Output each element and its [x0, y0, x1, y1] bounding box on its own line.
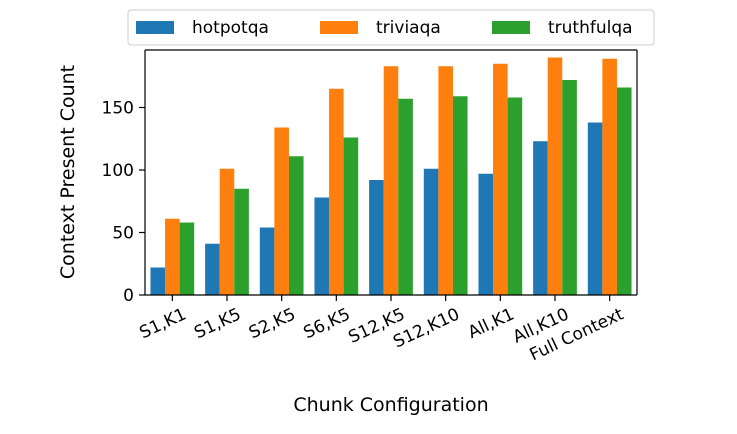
legend-swatch-triviaqa	[320, 21, 358, 34]
bar-truthfulqa-4	[398, 98, 413, 295]
bar-truthfulqa-2	[288, 156, 304, 295]
bar-triviaqa-6	[493, 63, 508, 295]
x-tick-label: S6,K5	[301, 304, 354, 343]
legend: hotpotqa triviaqa truthfulqa	[127, 9, 655, 46]
bar-hotpotqa-2	[259, 227, 275, 295]
bar-hotpotqa-7	[533, 141, 548, 295]
x-tick-label: S1,K1	[137, 304, 190, 343]
y-tick-label: 0	[123, 286, 134, 306]
bar-triviaqa-2	[274, 127, 289, 295]
y-axis-label: Context Present Count	[57, 65, 79, 279]
bar-hotpotqa-3	[314, 197, 330, 295]
legend-swatch-truthfulqa	[492, 21, 530, 34]
x-tick-label: S2,K5	[246, 304, 299, 343]
x-tick-label: S1,K5	[191, 304, 244, 343]
bar-truthfulqa-6	[507, 97, 523, 295]
bar-truthfulqa-8	[616, 87, 632, 295]
x-axis-label: Chunk Configuration	[293, 394, 488, 416]
y-tick-label: 100	[102, 161, 134, 181]
bar-hotpotqa-6	[478, 173, 494, 295]
legend-label-triviaqa: triviaqa	[376, 18, 441, 38]
legend-box	[127, 9, 655, 46]
bar-truthfulqa-7	[562, 80, 577, 295]
bar-truthfulqa-1	[234, 188, 249, 295]
bar-hotpotqa-4	[369, 180, 384, 295]
legend-label-hotpotqa: hotpotqa	[192, 18, 269, 38]
bar-triviaqa-7	[547, 57, 563, 295]
x-tick-label: All,K1	[465, 304, 517, 343]
bar-triviaqa-0	[165, 218, 180, 295]
y-tick-label: 150	[102, 99, 134, 119]
bar-hotpotqa-5	[423, 168, 439, 295]
bar-triviaqa-4	[383, 66, 399, 295]
bar-truthfulqa-0	[179, 222, 195, 295]
bar-triviaqa-3	[329, 88, 344, 295]
bar-truthfulqa-3	[343, 137, 359, 295]
legend-label-truthfulqa: truthfulqa	[548, 18, 633, 38]
bar-hotpotqa-1	[205, 243, 220, 295]
bar-hotpotqa-8	[587, 122, 603, 295]
bar-triviaqa-1	[219, 168, 235, 295]
bar-triviaqa-5	[438, 66, 453, 295]
legend-swatch-hotpotqa	[136, 21, 174, 34]
bar-truthfulqa-5	[452, 96, 468, 295]
bars-layer	[150, 57, 632, 295]
y-tick-label: 50	[112, 224, 134, 244]
bar-hotpotqa-0	[150, 267, 166, 295]
bar-triviaqa-8	[602, 58, 617, 295]
